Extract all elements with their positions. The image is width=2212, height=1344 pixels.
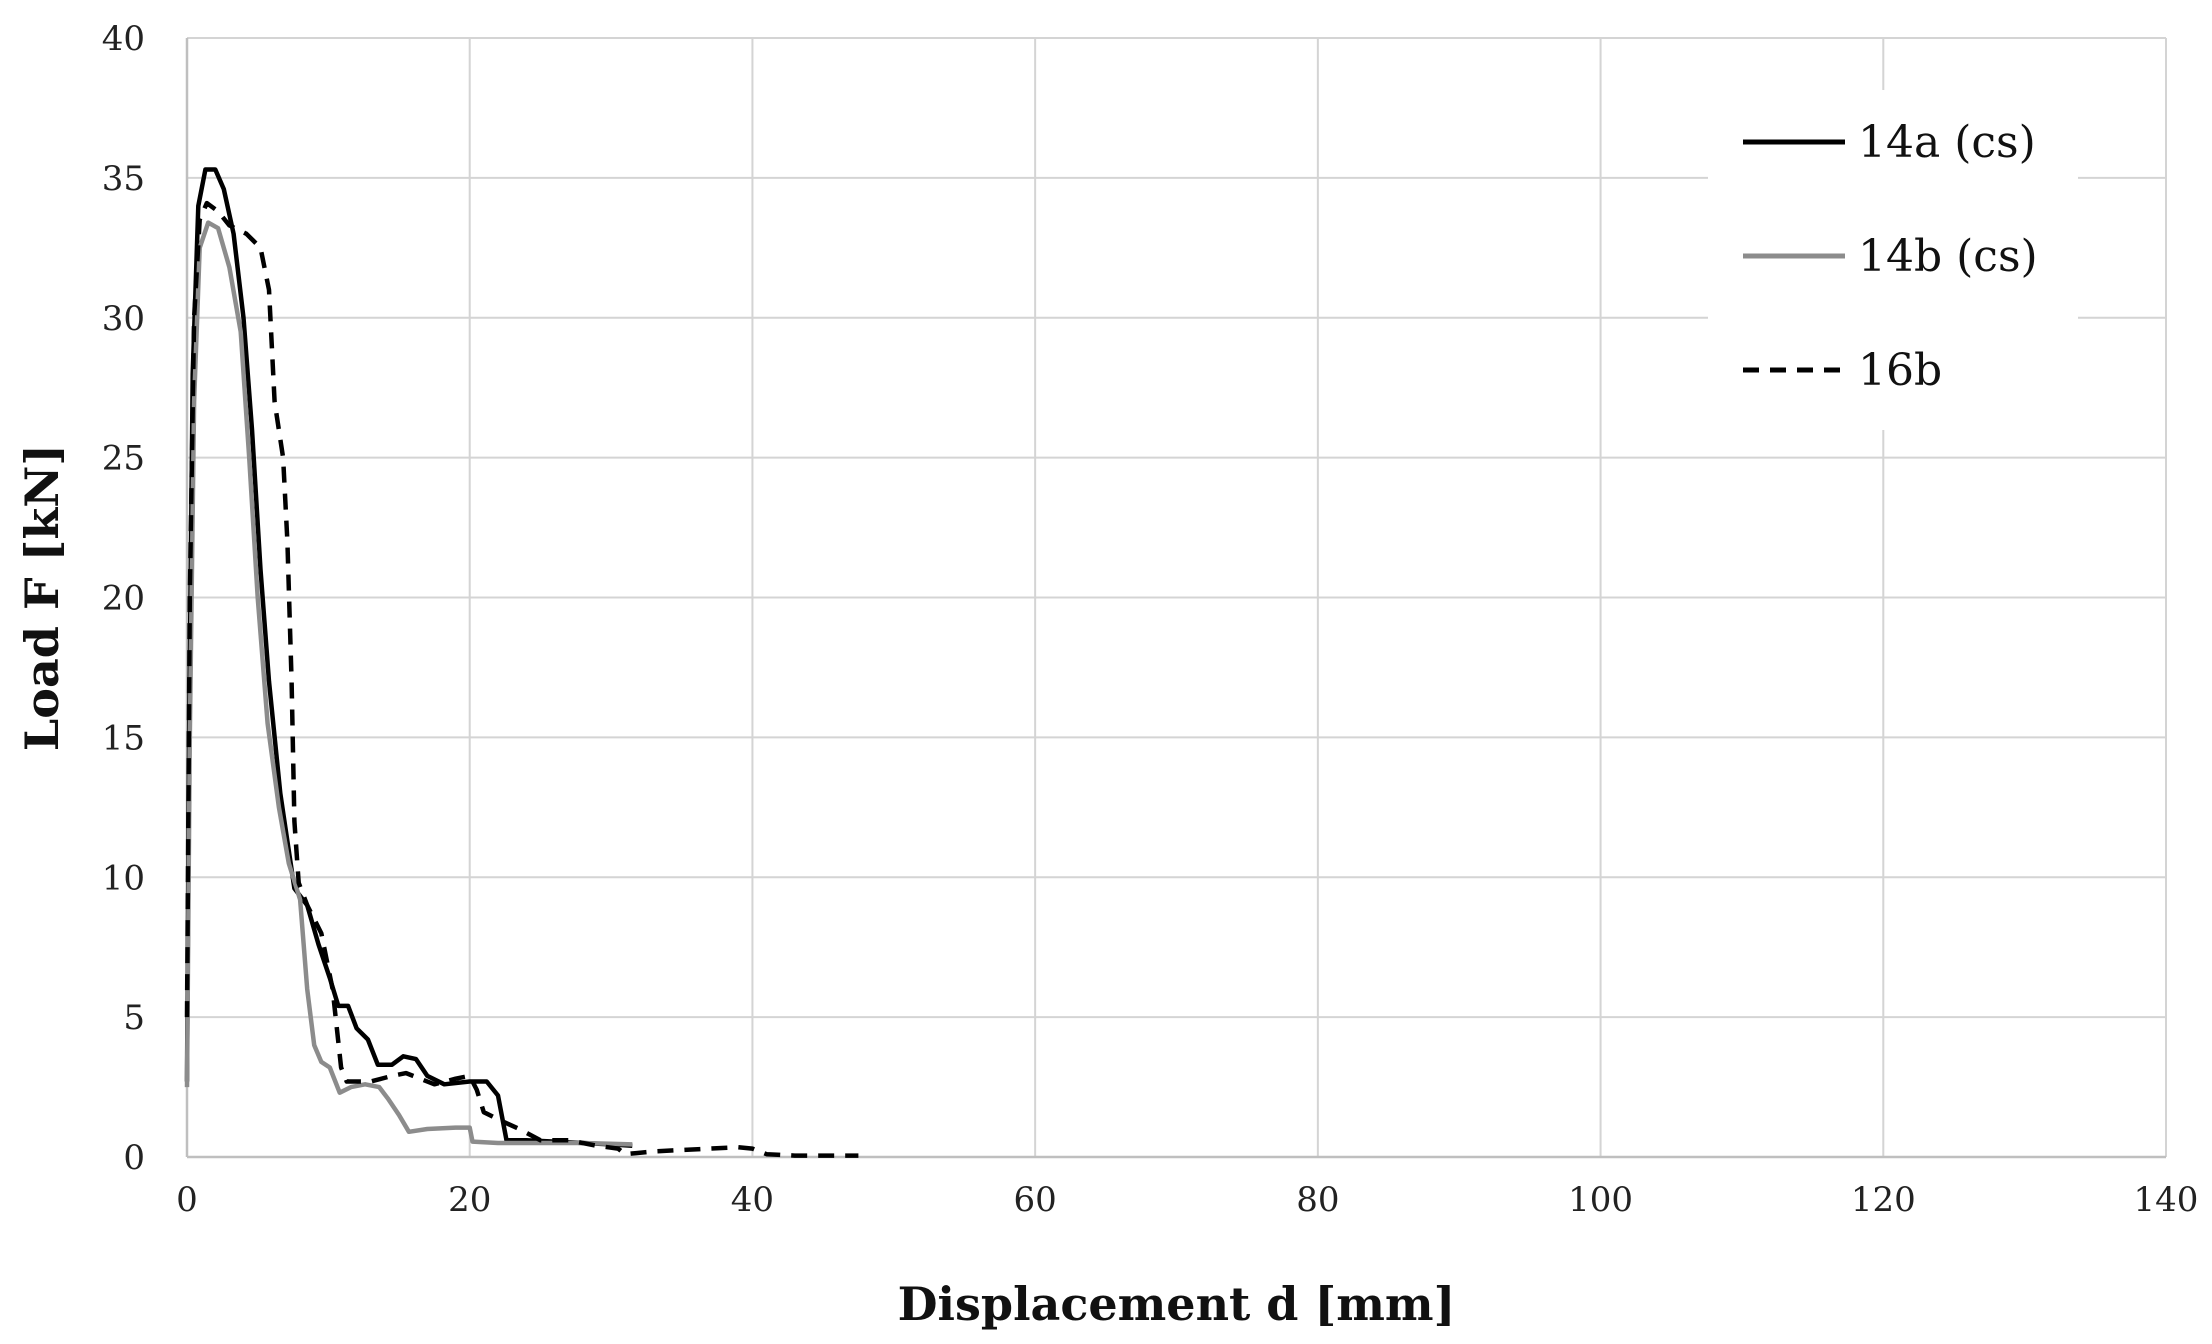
y-tick-label-0: 0 [123, 1138, 145, 1178]
y-tick-label-4: 20 [102, 579, 145, 619]
series-lines [184, 167, 859, 1158]
x-axis-title: Displacement d [mm] [898, 1277, 1456, 1331]
x-tick-label-7: 140 [2134, 1180, 2199, 1220]
x-tick-label-2: 40 [731, 1180, 774, 1220]
series-line-2 [184, 200, 859, 1158]
y-axis-title: Load F [kN] [15, 444, 69, 751]
series-line-0 [184, 167, 633, 1149]
y-tick-label-2: 10 [102, 858, 145, 898]
y-tick-label-3: 15 [102, 718, 145, 758]
legend: 14a (cs) 14b (cs) 16b [1708, 90, 2078, 430]
x-tick-label-1: 20 [448, 1180, 491, 1220]
legend-label-0: 14a (cs) [1858, 117, 2036, 168]
x-tick-label-4: 80 [1296, 1180, 1339, 1220]
y-tick-label-5: 25 [102, 439, 145, 479]
y-tick-label-8: 40 [102, 19, 145, 59]
legend-label-2: 16b [1858, 345, 1942, 396]
x-tick-label-5: 100 [1568, 1180, 1633, 1220]
legend-background [1708, 90, 2078, 430]
x-tick-label-0: 0 [176, 1180, 198, 1220]
legend-label-1: 14b (cs) [1858, 231, 2038, 282]
tick-labels: 0 20 40 60 80 100 120 140 0 5 10 15 20 25 30 35 40 [102, 19, 2199, 1220]
grid-lines [187, 37, 2167, 1157]
series-line-1 [184, 220, 633, 1147]
y-tick-label-1: 5 [123, 998, 145, 1038]
y-tick-label-6: 30 [102, 299, 145, 339]
x-tick-label-3: 60 [1014, 1180, 1057, 1220]
y-tick-label-7: 35 [102, 159, 145, 199]
x-tick-label-6: 120 [1851, 1180, 1916, 1220]
